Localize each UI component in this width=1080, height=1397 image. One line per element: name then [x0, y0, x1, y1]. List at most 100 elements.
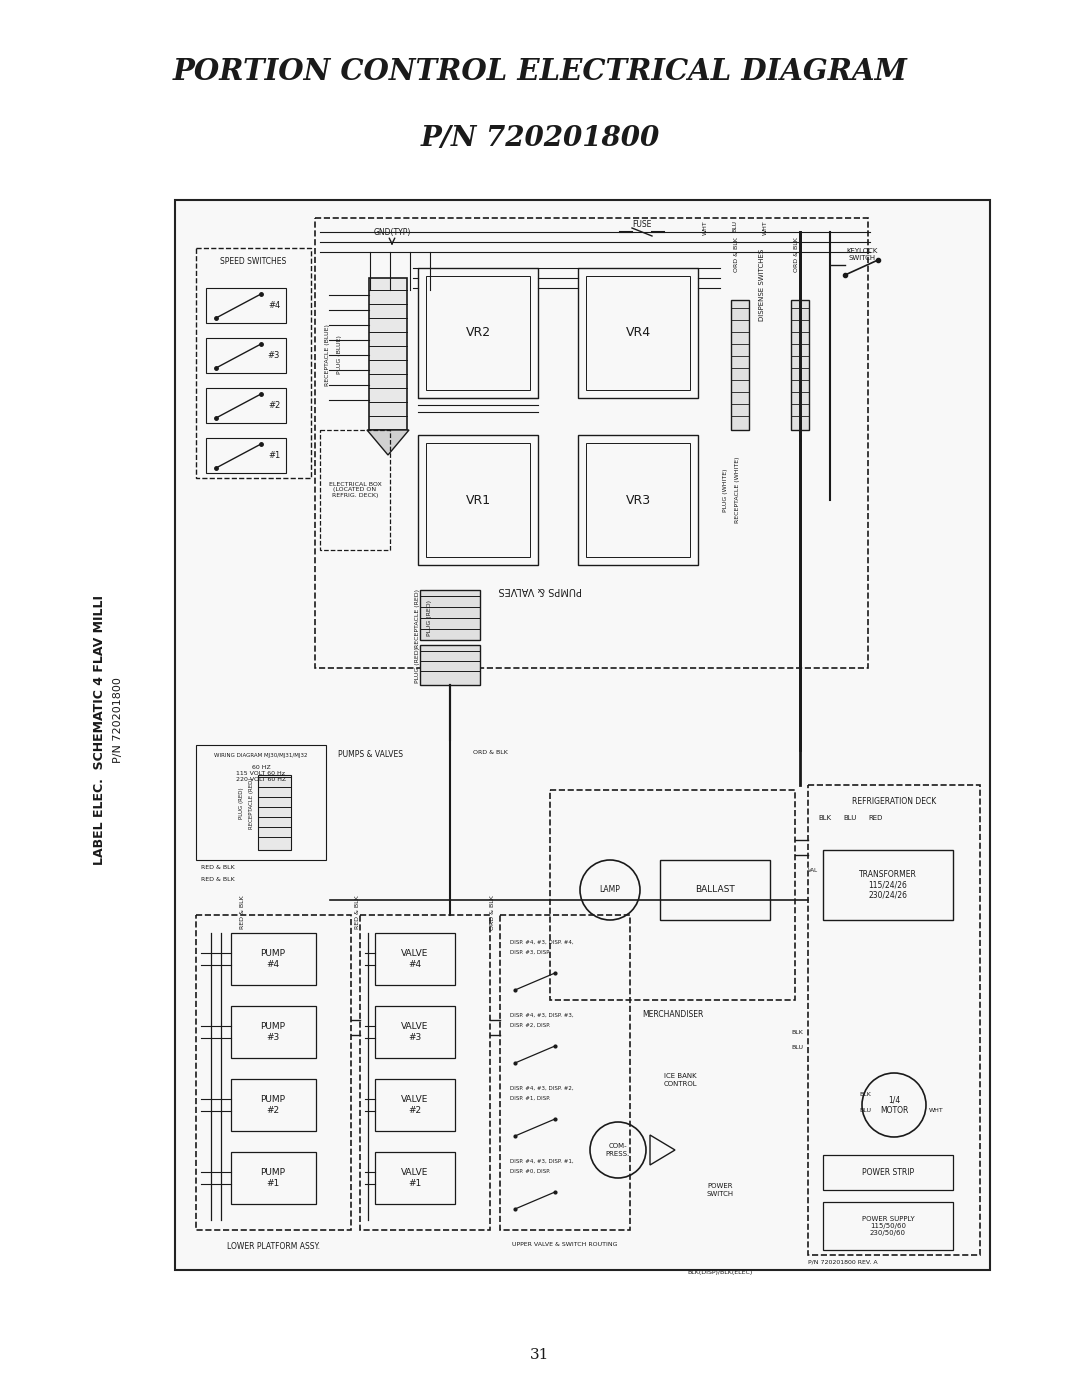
Text: PUMP
#3: PUMP #3	[260, 1023, 285, 1042]
Text: WHT: WHT	[702, 219, 707, 235]
Bar	[231, 1006, 316, 1058]
Text: BLU: BLU	[791, 1045, 804, 1051]
Text: PLUG (RED): PLUG (RED)	[416, 647, 420, 683]
Text: 1/4
MOTOR: 1/4 MOTOR	[880, 1095, 908, 1115]
Text: BLK(DISP)/BLK(ELEC): BLK(DISP)/BLK(ELEC)	[687, 1270, 753, 1275]
Bar	[578, 434, 698, 564]
Text: DISP. #4, #3, DISP. #4,: DISP. #4, #3, DISP. #4,	[510, 940, 573, 944]
Bar	[823, 1201, 953, 1250]
Text: PLUG (WHITE): PLUG (WHITE)	[723, 468, 728, 511]
Bar	[206, 338, 286, 373]
Bar	[315, 218, 868, 668]
Text: PLUG (RED): PLUG (RED)	[428, 599, 432, 636]
Text: 60 HZ
115 VOLT 60 Hz
220 VOLT 60 HZ: 60 HZ 115 VOLT 60 Hz 220 VOLT 60 HZ	[235, 766, 286, 781]
Text: RED & BLK: RED & BLK	[240, 895, 245, 929]
Text: PLUG (RED): PLUG (RED)	[239, 787, 243, 819]
Bar	[195, 745, 326, 861]
Text: #4: #4	[268, 300, 280, 310]
Text: DISP. #2, DISP.: DISP. #2, DISP.	[510, 1023, 551, 1028]
Text: RED & BLK: RED & BLK	[201, 877, 234, 882]
Text: PUMP
#4: PUMP #4	[260, 950, 285, 968]
Text: DISP. #3, DISP.: DISP. #3, DISP.	[510, 950, 551, 956]
Text: FUSE: FUSE	[632, 219, 651, 229]
Text: DISP. #0, DISP.: DISP. #0, DISP.	[510, 1169, 551, 1173]
Text: RED & BLK: RED & BLK	[355, 895, 360, 929]
Text: VR2: VR2	[465, 327, 490, 339]
Bar	[550, 789, 795, 1000]
Text: WHT: WHT	[929, 1108, 944, 1112]
Text: RECEPTACLE (BLUE): RECEPTACLE (BLUE)	[325, 324, 330, 386]
Text: RED: RED	[868, 814, 882, 821]
Text: VALVE
#1: VALVE #1	[402, 1168, 429, 1187]
Bar	[418, 434, 538, 564]
Text: BLK: BLK	[792, 1030, 804, 1035]
Bar	[206, 288, 286, 323]
Text: DISP. #1, DISP.: DISP. #1, DISP.	[510, 1097, 551, 1101]
Text: ORD & BLK: ORD & BLK	[734, 237, 740, 272]
Text: VALVE
#3: VALVE #3	[402, 1023, 429, 1042]
Text: LABEL ELEC.  SCHEMATIC 4 FLAV MILLI: LABEL ELEC. SCHEMATIC 4 FLAV MILLI	[94, 595, 107, 865]
Bar	[195, 915, 351, 1229]
Text: WHT: WHT	[762, 219, 768, 235]
Text: PUMP
#1: PUMP #1	[260, 1168, 285, 1187]
Bar	[231, 933, 316, 985]
Bar	[586, 443, 690, 557]
Bar	[420, 590, 480, 640]
Text: LAMP: LAMP	[599, 886, 620, 894]
Bar	[375, 1153, 455, 1204]
Bar	[375, 1006, 455, 1058]
Text: #2: #2	[268, 401, 280, 409]
Bar	[731, 300, 750, 430]
Text: MERCHANDISER: MERCHANDISER	[642, 1010, 703, 1018]
Text: DISP. #4, #3, DISP. #2,: DISP. #4, #3, DISP. #2,	[510, 1085, 573, 1091]
Bar	[175, 200, 990, 1270]
Text: DISP. #4, #3, DISP. #3,: DISP. #4, #3, DISP. #3,	[510, 1013, 573, 1018]
Text: PUMPS & VALVES: PUMPS & VALVES	[498, 585, 582, 595]
Text: KEYLOCK
SWITCH: KEYLOCK SWITCH	[847, 249, 878, 261]
Text: VALVE
#2: VALVE #2	[402, 1095, 429, 1115]
Text: ICE BANK
CONTROL: ICE BANK CONTROL	[663, 1073, 697, 1087]
Bar	[369, 278, 407, 430]
Bar	[375, 1078, 455, 1132]
Text: VAL: VAL	[808, 868, 818, 873]
Text: P/N 720201800 REV. A: P/N 720201800 REV. A	[808, 1260, 878, 1266]
Bar	[823, 849, 953, 921]
Bar	[360, 915, 490, 1229]
Text: P/N 720201800: P/N 720201800	[420, 124, 660, 151]
Text: ELECTRICAL BOX
(LOCATED ON
REFRIG. DECK): ELECTRICAL BOX (LOCATED ON REFRIG. DECK)	[328, 482, 381, 499]
Text: RECEPTACLE (RED): RECEPTACLE (RED)	[416, 588, 420, 647]
Text: P/N 720201800: P/N 720201800	[113, 678, 123, 763]
Text: VR1: VR1	[465, 493, 490, 507]
Bar	[320, 430, 390, 550]
Bar	[418, 268, 538, 398]
Text: WIRING DIAGRAM MJ30/MJ31/MJ32: WIRING DIAGRAM MJ30/MJ31/MJ32	[214, 753, 308, 759]
Text: SPEED SWITCHES: SPEED SWITCHES	[220, 257, 286, 267]
Text: ORD & BLK: ORD & BLK	[795, 237, 799, 272]
Bar	[231, 1153, 316, 1204]
Text: BLU: BLU	[732, 219, 738, 232]
Text: 31: 31	[530, 1348, 550, 1362]
Text: RECEPTACLE (RED): RECEPTACLE (RED)	[248, 777, 254, 828]
Text: ORD & BLK: ORD & BLK	[473, 750, 508, 754]
Bar	[231, 1078, 316, 1132]
Text: VR4: VR4	[625, 327, 650, 339]
Text: REFRIGERATION DECK: REFRIGERATION DECK	[852, 798, 936, 806]
Bar	[586, 277, 690, 390]
Bar	[823, 1155, 953, 1190]
Text: LOWER PLATFORM ASSY.: LOWER PLATFORM ASSY.	[227, 1242, 320, 1250]
Polygon shape	[367, 430, 409, 455]
Text: DISPENSE SWITCHES: DISPENSE SWITCHES	[759, 249, 765, 321]
Bar	[375, 933, 455, 985]
Text: PLUG (BLUE): PLUG (BLUE)	[337, 335, 342, 374]
Bar	[206, 439, 286, 474]
Text: COM-
PRESS.: COM- PRESS.	[606, 1144, 630, 1157]
Bar	[808, 785, 980, 1255]
Text: PORTION CONTROL ELECTRICAL DIAGRAM: PORTION CONTROL ELECTRICAL DIAGRAM	[173, 57, 907, 87]
Bar	[258, 775, 291, 849]
Text: RED & BLK: RED & BLK	[201, 865, 234, 870]
Text: BLU: BLU	[859, 1108, 870, 1112]
Text: VR3: VR3	[625, 493, 650, 507]
Text: PUMPS & VALVES: PUMPS & VALVES	[337, 750, 403, 759]
Bar	[578, 268, 698, 398]
Text: #3: #3	[268, 351, 280, 359]
